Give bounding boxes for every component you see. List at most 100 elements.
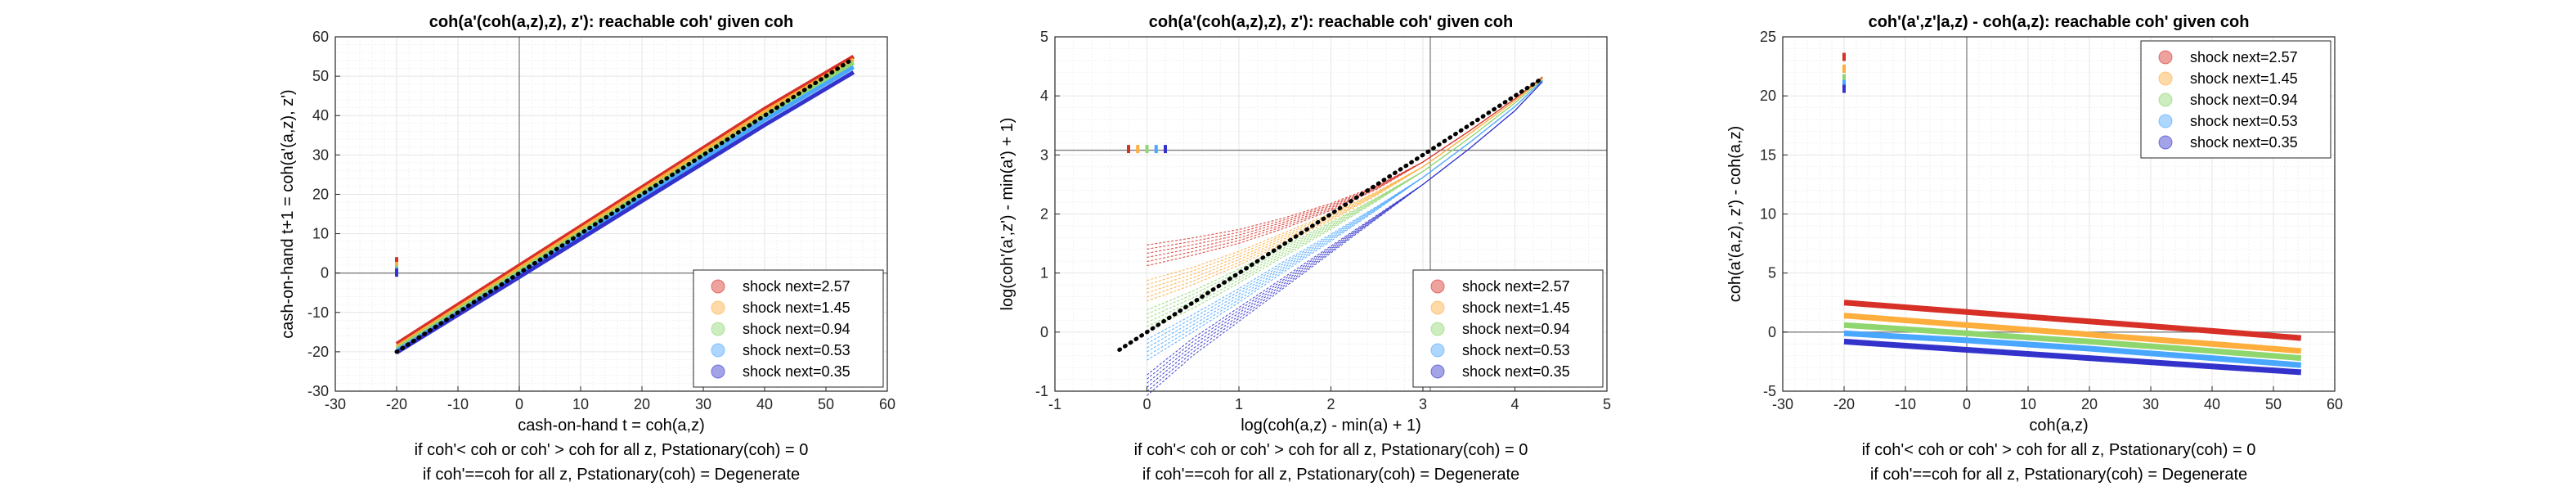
series-line bbox=[1147, 80, 1543, 357]
y-tick-label: 40 bbox=[312, 107, 329, 124]
legend-label: shock next=2.57 bbox=[743, 278, 850, 295]
y-tick-label: 0 bbox=[1040, 324, 1048, 340]
series-line bbox=[1147, 76, 1543, 259]
legend-label: shock next=0.35 bbox=[1462, 363, 1570, 380]
x-axis-note: if coh'< coh or coh' > coh for all z, Ps… bbox=[1134, 441, 1528, 459]
outlier-mark bbox=[1127, 145, 1130, 154]
legend-marker bbox=[711, 279, 725, 294]
outlier-mark bbox=[395, 268, 398, 277]
legend-marker bbox=[1430, 279, 1445, 294]
series-line bbox=[1147, 80, 1543, 349]
x-tick-label: 30 bbox=[695, 396, 711, 412]
x-axis-label: log(coh(a,z) - min(a) + 1) bbox=[1241, 417, 1421, 435]
legend: shock next=2.57 shock next=1.45 shock next… bbox=[2140, 40, 2331, 159]
x-tick-label: -1 bbox=[1048, 396, 1061, 412]
legend-marker bbox=[711, 343, 725, 358]
outlier-mark bbox=[1164, 145, 1167, 154]
x-tick-label: 60 bbox=[2327, 396, 2343, 412]
legend-box bbox=[1412, 269, 1604, 388]
legend-label: shock next=0.35 bbox=[743, 363, 850, 380]
series-line bbox=[1147, 79, 1543, 327]
x-tick-label: 20 bbox=[2081, 396, 2098, 412]
y-tick-label: 0 bbox=[321, 265, 329, 282]
x-tick-label: 50 bbox=[818, 396, 834, 412]
reference-diagonal bbox=[1117, 76, 1545, 352]
x-tick-label: 10 bbox=[2020, 396, 2036, 412]
x-tick-label: 0 bbox=[1963, 396, 1971, 412]
legend-marker bbox=[2158, 71, 2173, 86]
series-line bbox=[1147, 78, 1543, 298]
series-line bbox=[1843, 313, 2302, 354]
series-4 bbox=[1842, 79, 2302, 368]
series-line bbox=[1147, 76, 1543, 250]
tick-labels: -30 -20 -10 0 10 20 30 40 50 60 -5 0 5 10 15 20 25 bbox=[1760, 29, 2343, 412]
y-tick-label: 20 bbox=[312, 186, 329, 202]
reference-diagonal bbox=[394, 56, 856, 354]
x-tick-label: 60 bbox=[879, 396, 895, 412]
outlier-mark bbox=[395, 257, 398, 266]
x-tick-label: 40 bbox=[2204, 396, 2220, 412]
subplot-2: -1 0 1 2 3 4 5 -1 0 1 2 3 4 5 coh(a'(coh(a,z),z), z'):… bbox=[999, 13, 1611, 484]
series-group bbox=[1842, 52, 2302, 376]
x-tick-label: 50 bbox=[2265, 396, 2282, 412]
series-group bbox=[1127, 76, 1543, 396]
series-3 bbox=[1145, 79, 1543, 331]
y-tick-label: 0 bbox=[1768, 324, 1776, 340]
series-line bbox=[1843, 300, 2302, 341]
legend-marker bbox=[711, 300, 725, 315]
outlier-mark bbox=[1136, 145, 1140, 154]
outlier-mark bbox=[1145, 145, 1149, 154]
x-tick-label: -30 bbox=[1772, 396, 1793, 412]
series-4 bbox=[1147, 80, 1543, 361]
x-tick-label: 30 bbox=[2143, 396, 2159, 412]
y-tick-label: 5 bbox=[1768, 265, 1776, 282]
tick-labels: -30 -20 -10 0 10 20 30 40 50 60 -30 -20 -10 0 10 20 30 40… bbox=[307, 29, 895, 412]
y-tick-label: -1 bbox=[1035, 383, 1048, 399]
chart-title: coh(a'(coh(a,z),z), z'): reachable coh' … bbox=[1149, 13, 1513, 31]
legend-label: shock next=0.94 bbox=[743, 321, 850, 337]
legend-label: shock next=0.53 bbox=[743, 342, 850, 358]
subplot-1: -30 -20 -10 0 10 20 30 40 50 60 -30 -20 -10 0 10 20 30 40… bbox=[279, 13, 895, 484]
series-line bbox=[395, 57, 855, 349]
x-tick-label: -10 bbox=[1895, 396, 1916, 412]
y-tick-label: -10 bbox=[307, 304, 329, 321]
x-tick-label: 4 bbox=[1510, 396, 1519, 412]
series-line bbox=[1147, 76, 1543, 246]
legend-label: shock next=2.57 bbox=[2190, 49, 2298, 65]
series-3 bbox=[1842, 74, 2302, 362]
subplot-3: -30 -20 -10 0 10 20 30 40 50 60 -5 0 5 10 15 20 25 coh'(a… bbox=[1726, 13, 2343, 484]
legend-marker bbox=[2158, 50, 2173, 65]
legend-box bbox=[693, 269, 884, 388]
outlier-mark bbox=[1842, 74, 1846, 83]
legend-label: shock next=0.94 bbox=[2190, 92, 2298, 108]
legend-marker bbox=[711, 322, 725, 336]
series-line bbox=[1147, 81, 1543, 384]
series-line bbox=[1147, 79, 1543, 319]
series-line bbox=[1843, 338, 2302, 376]
x-tick-label: -20 bbox=[1833, 396, 1855, 412]
series-line bbox=[1843, 330, 2302, 368]
series-2 bbox=[1842, 64, 2302, 354]
y-tick-label: 2 bbox=[1040, 206, 1048, 223]
series-line bbox=[395, 54, 855, 346]
series-5 bbox=[1147, 81, 1543, 396]
y-tick-label: 20 bbox=[1760, 88, 1776, 104]
y-tick-label: 30 bbox=[312, 146, 329, 163]
outlier-mark bbox=[1842, 84, 1846, 93]
y-tick-label: 50 bbox=[312, 68, 329, 84]
x-tick-label: -30 bbox=[325, 396, 346, 412]
legend: shock next=2.57 shock next=1.45 shock next… bbox=[1412, 269, 1604, 388]
y-axis-label: cash-on-hand t+1 = coh(a'(a,z), z') bbox=[279, 89, 297, 338]
series-1 bbox=[1842, 52, 2302, 341]
y-tick-label: -20 bbox=[307, 344, 329, 360]
legend-marker bbox=[1430, 364, 1445, 379]
series-line bbox=[1147, 80, 1543, 345]
x-tick-label: 40 bbox=[756, 396, 773, 412]
y-tick-label: -30 bbox=[307, 383, 329, 399]
legend-marker bbox=[2158, 135, 2173, 150]
y-tick-label: 1 bbox=[1040, 265, 1048, 282]
legend-label: shock next=0.53 bbox=[1462, 342, 1570, 358]
chart-title: coh(a'(coh(a,z),z), z'): reachable coh' … bbox=[429, 13, 793, 31]
x-tick-label: 2 bbox=[1326, 396, 1335, 412]
x-tick-label: 20 bbox=[634, 396, 650, 412]
